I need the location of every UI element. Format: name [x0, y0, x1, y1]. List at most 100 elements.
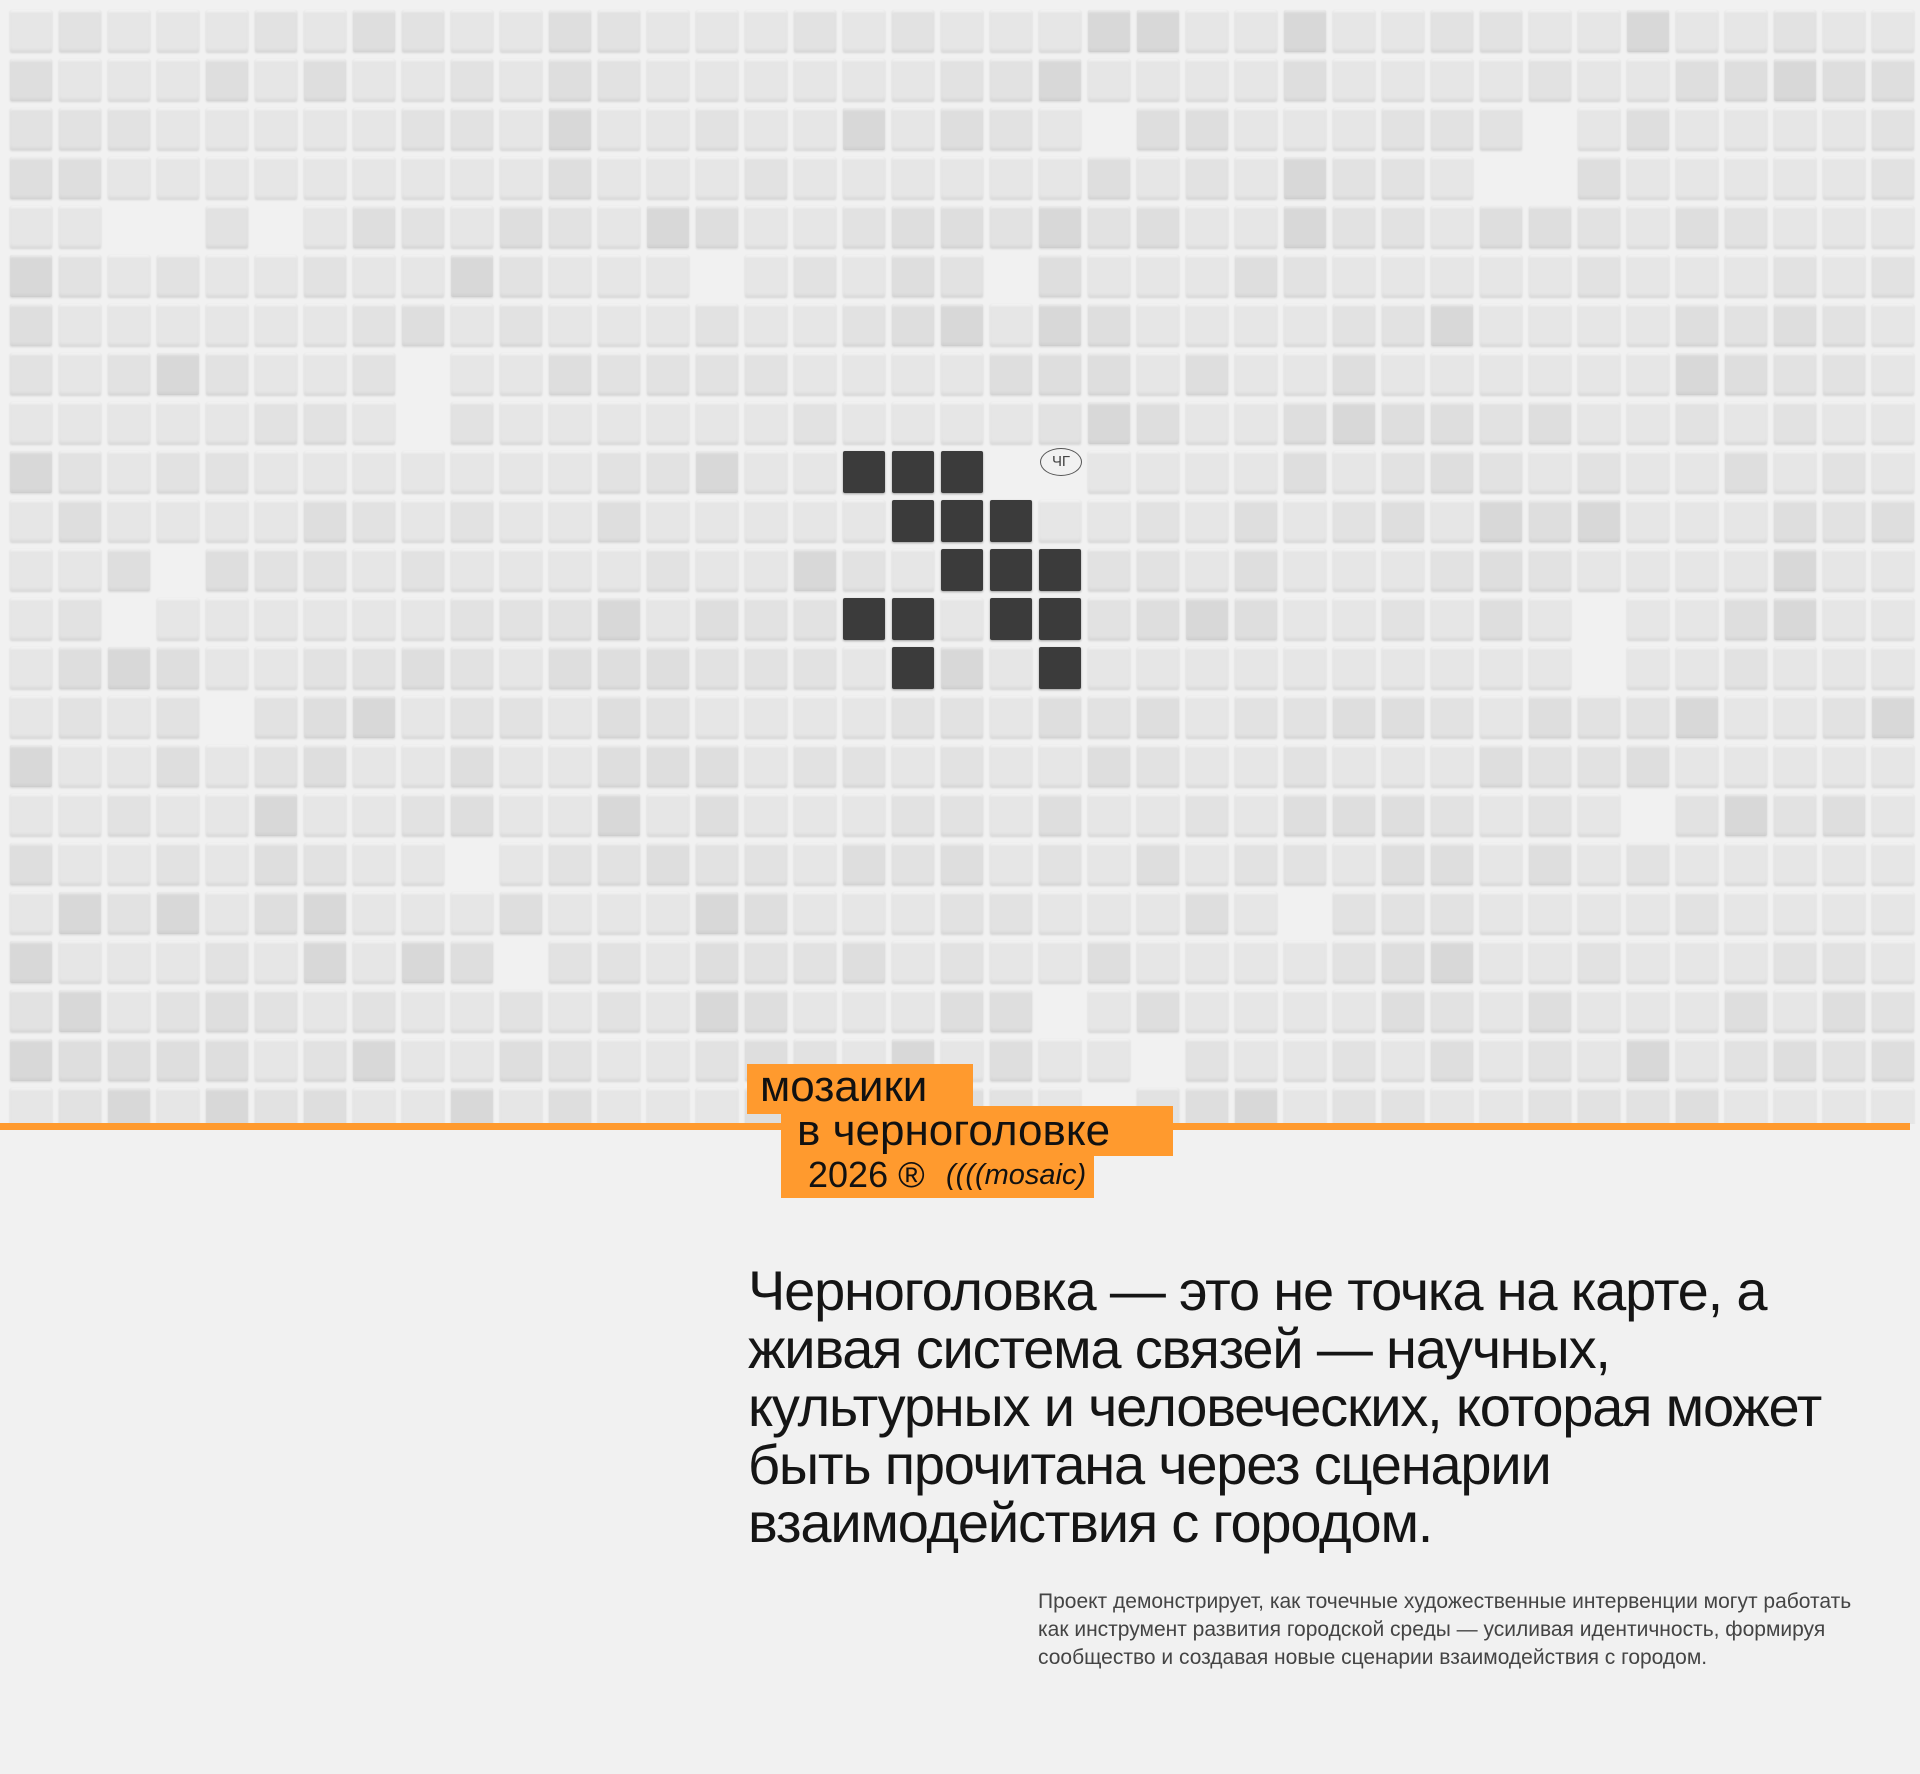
- tile: [598, 990, 640, 1032]
- tile: [1823, 10, 1865, 52]
- tile: [990, 941, 1032, 983]
- tile: [794, 500, 836, 542]
- tile: [1137, 696, 1179, 738]
- tile: [1382, 647, 1424, 689]
- tile: [647, 108, 689, 150]
- tile: [451, 1039, 493, 1081]
- tile: [843, 549, 885, 591]
- tile: [402, 647, 444, 689]
- tile: [1333, 402, 1375, 444]
- tile: [500, 500, 542, 542]
- tile: [549, 255, 591, 297]
- tile: [941, 794, 983, 836]
- tile: [108, 941, 150, 983]
- description: Проект демонстрирует, как точечные худож…: [1038, 1590, 1852, 1669]
- tile: [892, 843, 934, 885]
- tile: [1235, 157, 1277, 199]
- tile: [1774, 402, 1816, 444]
- tile: [1431, 647, 1473, 689]
- tile: [10, 402, 52, 444]
- tile: [1186, 696, 1228, 738]
- tile: [696, 892, 738, 934]
- tile: [353, 59, 395, 101]
- tile: [1382, 696, 1424, 738]
- tile: [1039, 353, 1081, 395]
- tile: [206, 402, 248, 444]
- tile: [108, 451, 150, 493]
- tile: [549, 353, 591, 395]
- tile: [1627, 206, 1669, 248]
- tile: [304, 206, 346, 248]
- tile: [451, 892, 493, 934]
- tile: [745, 451, 787, 493]
- tile: [941, 108, 983, 150]
- tile: [1627, 304, 1669, 346]
- tile: [1284, 206, 1326, 248]
- tile: [1382, 402, 1424, 444]
- tile: [1529, 500, 1571, 542]
- tile: [1137, 451, 1179, 493]
- tile: [108, 304, 150, 346]
- tile: [1627, 843, 1669, 885]
- tile: [1382, 500, 1424, 542]
- tile: [1627, 745, 1669, 787]
- tile: [941, 304, 983, 346]
- tile: [892, 892, 934, 934]
- tile: [794, 892, 836, 934]
- tile: [1774, 647, 1816, 689]
- tile: [1627, 500, 1669, 542]
- tile: [892, 206, 934, 248]
- tile: [1382, 10, 1424, 52]
- tile: [451, 696, 493, 738]
- tile: [304, 1088, 346, 1124]
- tile: [206, 451, 248, 493]
- tile: [353, 206, 395, 248]
- tile: [1578, 696, 1620, 738]
- tile: [1578, 941, 1620, 983]
- tile: [353, 794, 395, 836]
- tile: [1235, 500, 1277, 542]
- tile: [1382, 745, 1424, 787]
- tile: [59, 255, 101, 297]
- tile: [1676, 598, 1718, 640]
- tile: [402, 1088, 444, 1124]
- tile: [1382, 794, 1424, 836]
- tile: [598, 500, 640, 542]
- tile: [843, 843, 885, 885]
- tile: [696, 108, 738, 150]
- tile: [157, 990, 199, 1032]
- tile: [1284, 843, 1326, 885]
- tile: [1627, 549, 1669, 591]
- dark-tile: [1039, 647, 1081, 689]
- dark-tile: [990, 500, 1032, 542]
- tile: [1676, 1039, 1718, 1081]
- tile: [1186, 598, 1228, 640]
- tile: [696, 59, 738, 101]
- tile: [500, 696, 542, 738]
- tile: [1333, 1088, 1375, 1124]
- tile: [1480, 941, 1522, 983]
- tile: [549, 941, 591, 983]
- tile: [10, 500, 52, 542]
- tile: [59, 451, 101, 493]
- tile: [157, 647, 199, 689]
- tile: [1137, 304, 1179, 346]
- tile: [451, 745, 493, 787]
- tile: [1284, 451, 1326, 493]
- tile: [1725, 745, 1767, 787]
- tile: [1235, 1039, 1277, 1081]
- tile: [1774, 892, 1816, 934]
- tile: [1627, 1088, 1669, 1124]
- tile: [255, 1088, 297, 1124]
- tile: [1186, 402, 1228, 444]
- tile: [794, 402, 836, 444]
- tile: [1480, 402, 1522, 444]
- tile: [1823, 500, 1865, 542]
- tile: [59, 549, 101, 591]
- tile: [451, 451, 493, 493]
- tile: [745, 696, 787, 738]
- tile: [1186, 353, 1228, 395]
- tile: [647, 745, 689, 787]
- tile: [304, 255, 346, 297]
- tile: [1382, 108, 1424, 150]
